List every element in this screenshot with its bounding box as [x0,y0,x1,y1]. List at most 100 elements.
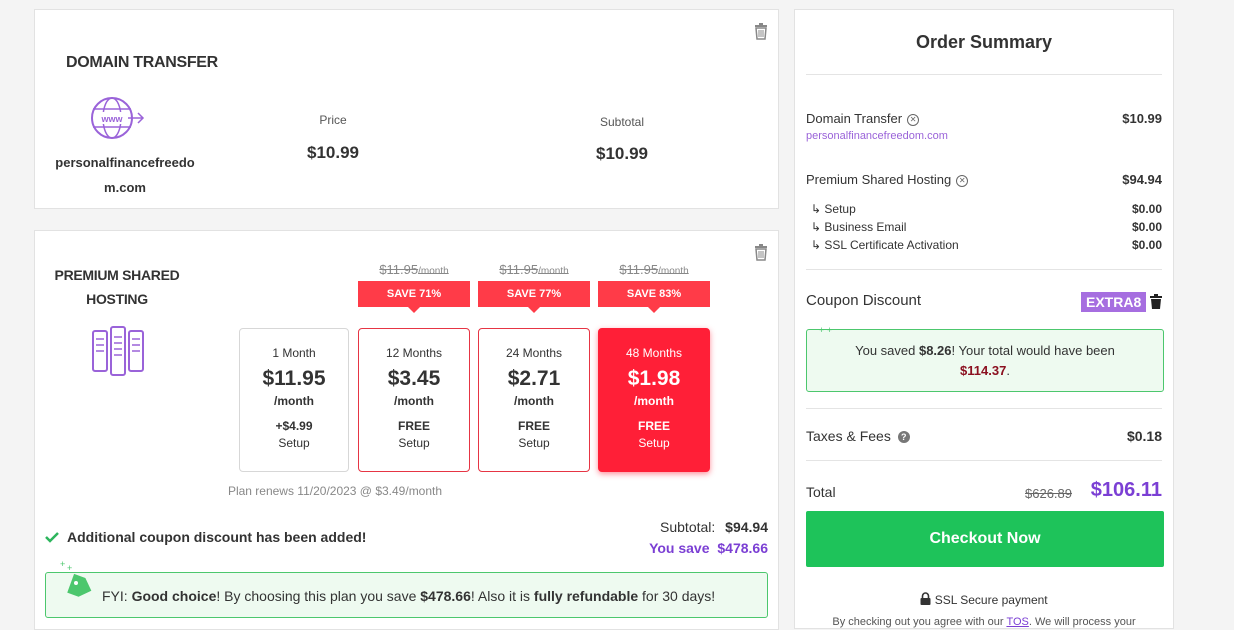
plan-setup-label: Setup [638,436,670,450]
you-save-value: $478.66 [717,540,768,556]
total-label: Total [806,484,836,500]
divider [806,408,1162,409]
summary-domain-transfer: Domain Transfer ✕ $10.99 [806,111,1162,126]
remove-circle-icon[interactable]: ✕ [907,113,920,126]
ssl-label: SSL Secure payment [934,593,1048,607]
plan-setup-price: FREE [637,419,670,433]
trash-icon[interactable] [1149,294,1163,309]
domain-name-line1: personalfinancefreedo [55,155,195,170]
subtotal-value: $10.99 [596,144,648,163]
order-summary-title: Order Summary [915,32,1053,52]
coupon-added-message: Additional coupon discount has been adde… [67,529,367,545]
sub-arrow-icon: ↳ [811,220,825,234]
coupon-code-badge: EXTRA8 [1081,292,1147,312]
divider [806,460,1162,461]
plan-12-months[interactable]: 12 Months $3.45 /month FREE Setup [358,328,470,472]
summary-sub-item: ↳ Business Email $0.00 [811,220,1162,234]
summary-sub-item: ↳ SSL Certificate Activation $0.00 [811,238,1162,252]
price-label: Price [319,113,347,127]
plan-per: /month [634,394,674,408]
taxes-label: Taxes & Fees [806,428,891,444]
subtotal-label: Subtotal [599,115,645,129]
plan-duration: 12 Months [385,346,443,360]
divider [806,74,1162,75]
plan-setup-price: FREE [517,419,550,433]
sub-arrow-icon: ↳ [811,238,825,252]
plan-price: $11.95 [262,367,326,390]
summary-sub-item: ↳ Setup $0.00 [811,202,1162,216]
svg-text:www: www [100,114,123,124]
hosting-title-line1: PREMIUM SHARED [54,267,180,283]
domain-name-line2: m.com [104,180,146,195]
plan-setup-label: Setup [398,436,430,450]
trash-icon[interactable] [752,243,770,261]
plan-per: /month [394,394,434,408]
hosting-subtotal: Subtotal: $94.94 [660,519,768,535]
coupon-discount-label: Coupon Discount [806,292,922,309]
summary-hosting: Premium Shared Hosting ✕ $94.94 [806,172,1162,187]
help-icon[interactable]: ? [897,431,910,444]
old-price-12: $11.95/month [379,262,449,277]
renew-note: Plan renews 11/20/2023 @ $3.49/month [227,484,443,498]
plan-setup-label: Setup [518,436,550,450]
plan-per: /month [514,394,554,408]
summary-taxes: Taxes & Fees ? $0.18 [806,428,1162,444]
you-save: You save $478.66 [649,540,768,556]
taxes-value: $0.18 [1126,428,1162,444]
sparkle-icon: + + [819,325,833,335]
globe-www-icon: www [91,97,145,139]
plan-duration: 24 Months [505,346,563,360]
ssl-secure: SSL Secure payment [795,592,1173,607]
you-save-label: You save [649,540,710,556]
plan-price: $3.45 [387,367,441,390]
remove-circle-icon[interactable]: ✕ [956,174,969,187]
save-badge-24: SAVE 77% [478,281,590,313]
plan-setup-price: +$4.99 [275,419,313,433]
hosting-card: PREMIUM SHARED HOSTING $11.95/month $11.… [34,230,779,630]
fyi-text: FYI: Good choice! By choosing this plan … [102,588,716,604]
plan-setup-price: FREE [397,419,430,433]
plan-price: $1.98 [627,367,681,390]
checkmark-icon [45,532,59,543]
plan-48-months[interactable]: 48 Months $1.98 /month FREE Setup [598,328,710,472]
plan-setup-label: Setup [278,436,310,450]
tag-icon: + + [60,559,92,597]
total-new: $106.11 [1090,479,1162,501]
plan-1-month[interactable]: 1 Month $11.95 /month +$4.99 Setup [239,328,349,472]
save-badge-12: SAVE 71% [358,281,470,313]
order-summary-card: Order Summary Domain Transfer ✕ $10.99 pe… [794,9,1174,629]
domain-transfer-card: DOMAIN TRANSFER www personalfinancefreed… [34,9,779,209]
tos-text: By checking out you agree with our TOS. … [832,616,1136,628]
save-badge-48: SAVE 83% [598,281,710,313]
old-price-24: $11.95/month [499,262,569,277]
sub-arrow-icon: ↳ [811,202,825,216]
price-value: $10.99 [307,143,359,162]
server-icon [92,326,144,376]
hosting-subtotal-label: Subtotal: [660,519,716,535]
plan-per: /month [274,394,314,408]
hosting-subtotal-value: $94.94 [725,519,768,535]
summary-domain-transfer-label: Domain Transfer [806,111,903,126]
domain-transfer-title: DOMAIN TRANSFER [66,54,218,71]
checkout-button[interactable]: Checkout Now [806,511,1164,567]
coupon-saved-box: + + You saved $8.26! Your total would ha… [806,325,1164,392]
hosting-title-line2: HOSTING [86,291,148,307]
domain-name: personalfinancefreedo m.com [45,150,205,200]
plan-duration: 48 Months [625,346,683,360]
plan-duration: 1 Month [272,346,316,360]
svg-text:+: + [67,563,72,573]
divider [806,269,1162,270]
trash-icon[interactable] [752,22,770,40]
summary-hosting-label: Premium Shared Hosting [806,172,952,187]
plan-price: $2.71 [507,367,561,390]
summary-hosting-value: $94.94 [1122,172,1162,187]
lock-icon [920,592,931,605]
fyi-box: + + FYI: Good choice! By choosing this p… [45,559,768,618]
summary-domain-transfer-value: $10.99 [1122,111,1162,126]
total-old: $626.89 [1025,486,1072,501]
plan-24-months[interactable]: 24 Months $2.71 /month FREE Setup [478,328,590,472]
svg-text:+: + [60,559,65,569]
summary-domain-name: personalfinancefreedom.com [806,130,948,142]
tos-link[interactable]: TOS [1006,616,1029,628]
old-price-48: $11.95/month [619,262,689,277]
